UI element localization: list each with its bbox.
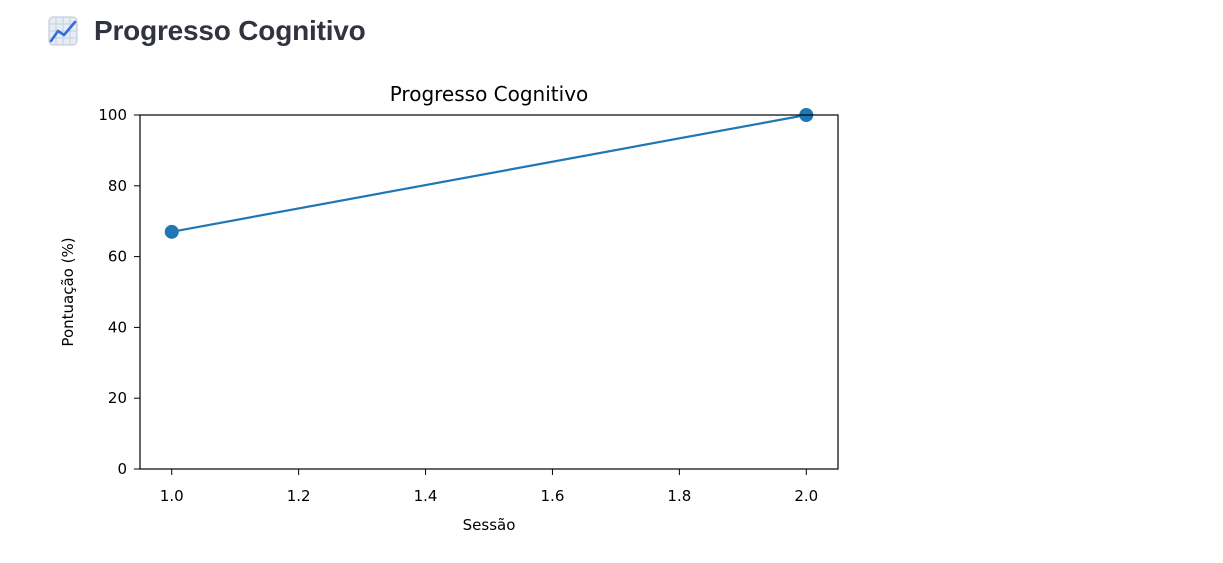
y-tick-label: 0 bbox=[117, 460, 127, 478]
data-point bbox=[164, 224, 179, 239]
x-tick-label: 1.2 bbox=[287, 487, 311, 505]
y-tick-label: 60 bbox=[108, 248, 127, 266]
plot-frame bbox=[139, 114, 839, 470]
chart-increasing-icon bbox=[48, 16, 78, 46]
page-title: Progresso Cognitivo bbox=[94, 15, 366, 46]
x-tick-label: 1.4 bbox=[414, 487, 438, 505]
y-tick-label: 20 bbox=[108, 389, 127, 407]
x-tick-label: 1.8 bbox=[667, 487, 691, 505]
x-axis-label: Sessão bbox=[463, 516, 516, 534]
y-tick-label: 40 bbox=[108, 318, 127, 336]
page-header: Progresso Cognitivo bbox=[48, 10, 366, 52]
x-tick-label: 1.6 bbox=[541, 487, 565, 505]
x-tick-label: 2.0 bbox=[794, 487, 818, 505]
y-tick-label: 100 bbox=[98, 106, 127, 124]
y-tick-label: 80 bbox=[108, 177, 127, 195]
y-axis-label: Pontuação (%) bbox=[59, 237, 77, 346]
chart-title: Progresso Cognitivo bbox=[390, 82, 589, 106]
series-line bbox=[170, 113, 808, 233]
x-tick-label: 1.0 bbox=[160, 487, 184, 505]
